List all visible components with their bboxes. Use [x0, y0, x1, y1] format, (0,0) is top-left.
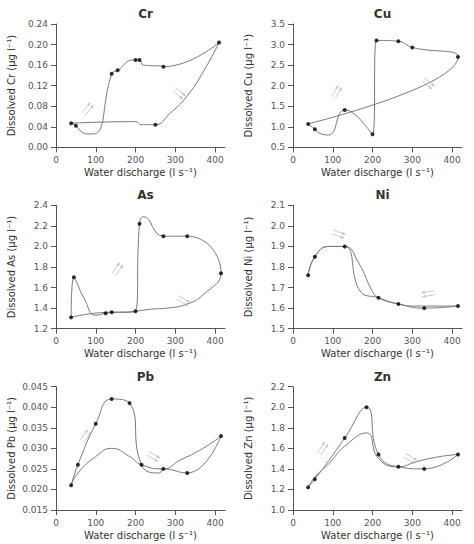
svg-text:2.0: 2.0 [271, 402, 286, 412]
svg-text:2.0: 2.0 [34, 241, 49, 251]
svg-text:0.16: 0.16 [28, 60, 48, 70]
svg-text:1.2: 1.2 [271, 484, 285, 494]
svg-text:0.045: 0.045 [22, 382, 48, 392]
svg-text:0.24: 0.24 [28, 19, 48, 29]
svg-text:400: 400 [443, 155, 460, 165]
svg-text:200: 200 [364, 336, 381, 346]
svg-text:0.015: 0.015 [22, 505, 48, 515]
svg-text:1.8: 1.8 [271, 423, 286, 433]
svg-text:Water discharge (l s⁻¹): Water discharge (l s⁻¹) [84, 167, 197, 178]
svg-text:0.040: 0.040 [22, 402, 48, 412]
svg-text:Water discharge (l s⁻¹): Water discharge (l s⁻¹) [321, 167, 434, 178]
svg-text:0.5: 0.5 [271, 142, 285, 152]
svg-text:1.8: 1.8 [34, 262, 49, 272]
svg-text:3.0: 3.0 [271, 40, 286, 50]
svg-text:Water discharge (l s⁻¹): Water discharge (l s⁻¹) [321, 348, 434, 359]
svg-text:1.6: 1.6 [271, 303, 286, 313]
svg-text:0.08: 0.08 [28, 101, 48, 111]
svg-text:100: 100 [324, 336, 341, 346]
svg-text:Dissolved Cr (μg l⁻¹): Dissolved Cr (μg l⁻¹) [6, 35, 17, 137]
svg-text:400: 400 [206, 336, 223, 346]
svg-text:1.5: 1.5 [271, 324, 285, 334]
svg-text:0.20: 0.20 [28, 40, 48, 50]
svg-text:2.2: 2.2 [271, 382, 285, 392]
svg-text:1.9: 1.9 [271, 241, 286, 251]
svg-text:Dissolved As (μg l⁻¹): Dissolved As (μg l⁻¹) [6, 216, 17, 318]
svg-text:1.7: 1.7 [271, 283, 285, 293]
svg-text:2.2: 2.2 [34, 221, 48, 231]
svg-text:Pb: Pb [137, 370, 155, 384]
svg-text:Dissolved Ni (μg l⁻¹): Dissolved Ni (μg l⁻¹) [243, 217, 254, 318]
svg-text:0.025: 0.025 [22, 464, 48, 474]
svg-text:300: 300 [167, 155, 184, 165]
svg-text:0.12: 0.12 [28, 81, 48, 91]
svg-text:Zn: Zn [374, 370, 391, 384]
svg-text:1.5: 1.5 [271, 101, 285, 111]
svg-text:3.5: 3.5 [271, 19, 285, 29]
svg-text:Ni: Ni [375, 188, 389, 202]
svg-text:2.1: 2.1 [271, 200, 285, 210]
svg-text:300: 300 [167, 336, 184, 346]
svg-text:0: 0 [53, 518, 59, 528]
svg-text:400: 400 [443, 336, 460, 346]
svg-text:2.4: 2.4 [34, 200, 49, 210]
svg-text:Cr: Cr [138, 7, 153, 21]
svg-text:2.0: 2.0 [271, 81, 286, 91]
svg-text:1.4: 1.4 [271, 464, 286, 474]
svg-text:1.6: 1.6 [271, 443, 286, 453]
svg-text:1.8: 1.8 [271, 262, 286, 272]
svg-text:300: 300 [404, 518, 421, 528]
svg-text:0.020: 0.020 [22, 484, 48, 494]
svg-text:Water discharge (l s⁻¹): Water discharge (l s⁻¹) [321, 530, 434, 541]
svg-text:0: 0 [290, 336, 296, 346]
svg-text:400: 400 [206, 155, 223, 165]
svg-text:0.030: 0.030 [22, 443, 48, 453]
svg-text:0.035: 0.035 [22, 423, 48, 433]
svg-text:Dissolved Zn (μg l⁻¹): Dissolved Zn (μg l⁻¹) [243, 396, 254, 500]
svg-text:1.2: 1.2 [34, 324, 48, 334]
svg-text:200: 200 [364, 155, 381, 165]
svg-text:100: 100 [324, 518, 341, 528]
svg-text:1.0: 1.0 [271, 122, 286, 132]
svg-text:400: 400 [206, 518, 223, 528]
svg-text:Dissolved Cu (μg l⁻¹): Dissolved Cu (μg l⁻¹) [243, 34, 254, 138]
svg-text:100: 100 [324, 155, 341, 165]
svg-text:100: 100 [87, 336, 104, 346]
svg-text:400: 400 [443, 518, 460, 528]
svg-text:As: As [137, 188, 153, 202]
svg-text:0: 0 [290, 155, 296, 165]
svg-text:0: 0 [53, 336, 59, 346]
svg-text:Water discharge (l s⁻¹): Water discharge (l s⁻¹) [84, 348, 197, 359]
svg-text:Water discharge (l s⁻¹): Water discharge (l s⁻¹) [84, 530, 197, 541]
svg-text:Dissolved Pb (μg l⁻¹): Dissolved Pb (μg l⁻¹) [6, 397, 17, 500]
svg-text:2.0: 2.0 [271, 221, 286, 231]
svg-text:Cu: Cu [374, 7, 391, 21]
svg-text:300: 300 [167, 518, 184, 528]
svg-text:300: 300 [404, 336, 421, 346]
svg-text:1.4: 1.4 [34, 303, 49, 313]
svg-text:200: 200 [127, 336, 144, 346]
svg-text:100: 100 [87, 518, 104, 528]
svg-text:0.04: 0.04 [28, 122, 48, 132]
svg-text:0: 0 [53, 155, 59, 165]
svg-text:200: 200 [364, 518, 381, 528]
svg-text:1.0: 1.0 [271, 505, 286, 515]
svg-text:100: 100 [87, 155, 104, 165]
svg-text:0.00: 0.00 [28, 142, 48, 152]
svg-text:1.6: 1.6 [34, 283, 49, 293]
svg-text:200: 200 [127, 155, 144, 165]
svg-text:200: 200 [127, 518, 144, 528]
svg-text:2.5: 2.5 [271, 60, 285, 70]
svg-text:0: 0 [290, 518, 296, 528]
svg-text:300: 300 [404, 155, 421, 165]
